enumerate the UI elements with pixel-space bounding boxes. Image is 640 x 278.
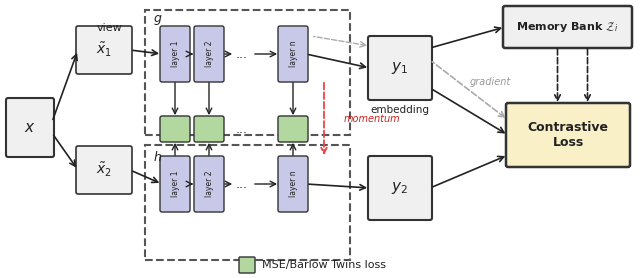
Text: $y_1$: $y_1$ [392, 60, 408, 76]
Text: $g$: $g$ [153, 13, 163, 27]
FancyBboxPatch shape [194, 156, 224, 212]
FancyBboxPatch shape [6, 98, 54, 157]
Text: $\tilde{x}_1$: $\tilde{x}_1$ [96, 41, 112, 59]
FancyBboxPatch shape [506, 103, 630, 167]
Text: ...: ... [236, 177, 248, 190]
Text: $h$: $h$ [153, 150, 162, 164]
FancyBboxPatch shape [368, 156, 432, 220]
Text: layer n: layer n [289, 41, 298, 67]
FancyBboxPatch shape [503, 6, 632, 48]
Text: $y_2$: $y_2$ [392, 180, 408, 196]
Text: layer 1: layer 1 [170, 41, 179, 67]
Text: momentum: momentum [344, 114, 401, 124]
Text: $x$: $x$ [24, 120, 36, 135]
Bar [145, 145, 350, 260]
FancyBboxPatch shape [160, 26, 190, 82]
FancyBboxPatch shape [278, 26, 308, 82]
FancyBboxPatch shape [368, 36, 432, 100]
Text: embedding: embedding [371, 105, 429, 115]
FancyBboxPatch shape [160, 116, 190, 142]
FancyBboxPatch shape [76, 146, 132, 194]
Text: layer n: layer n [289, 171, 298, 197]
Text: layer 2: layer 2 [205, 171, 214, 197]
FancyBboxPatch shape [239, 257, 255, 273]
Text: ...: ... [236, 123, 248, 135]
Text: ...: ... [236, 48, 248, 61]
FancyBboxPatch shape [160, 156, 190, 212]
Text: MSE/Barlow Twins loss: MSE/Barlow Twins loss [262, 260, 386, 270]
FancyBboxPatch shape [194, 116, 224, 142]
Text: layer 2: layer 2 [205, 41, 214, 67]
Text: Memory Bank $\mathcal{Z}_i$: Memory Bank $\mathcal{Z}_i$ [516, 20, 619, 34]
FancyBboxPatch shape [76, 26, 132, 74]
FancyBboxPatch shape [194, 26, 224, 82]
Text: view: view [97, 23, 123, 33]
Bar [145, 10, 350, 135]
Text: layer 1: layer 1 [170, 171, 179, 197]
Text: Contrastive
Loss: Contrastive Loss [527, 121, 609, 149]
FancyBboxPatch shape [278, 156, 308, 212]
Text: $\tilde{x}_2$: $\tilde{x}_2$ [96, 161, 112, 179]
FancyBboxPatch shape [278, 116, 308, 142]
Text: gradient: gradient [469, 77, 511, 87]
